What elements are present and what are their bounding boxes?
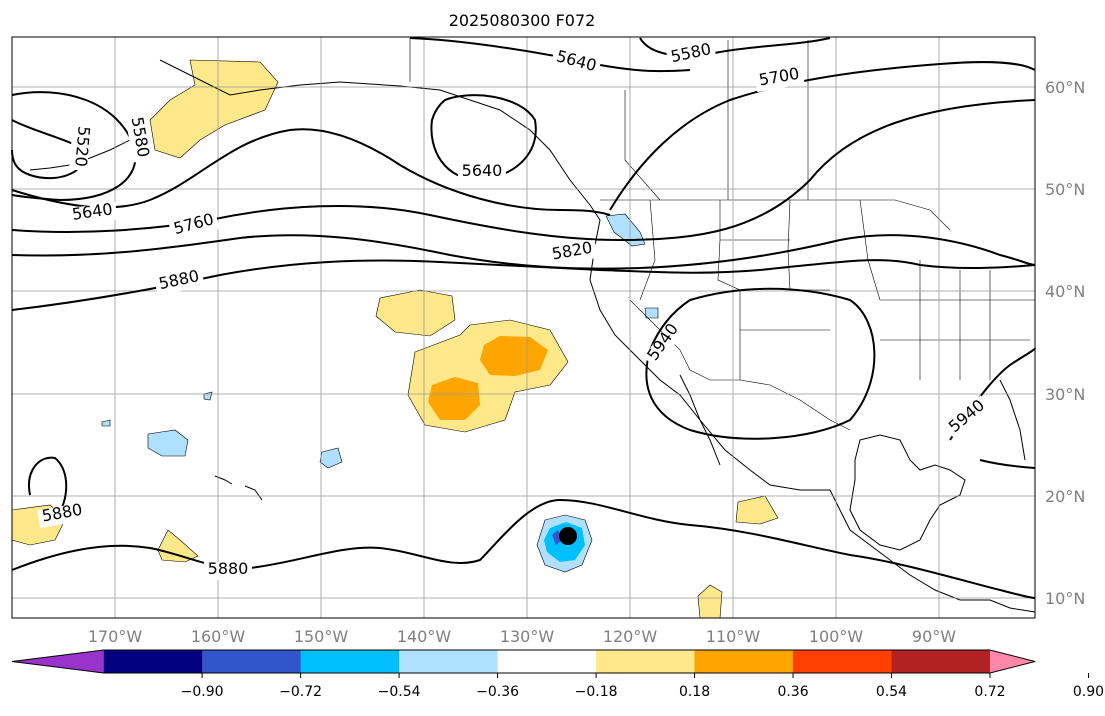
graticule — [12, 37, 1035, 618]
colorbar-ticks: −0.90 −0.72 −0.54 −0.36 −0.18 0.18 0.36 0.54 0.7… — [181, 673, 1104, 700]
colorbar-cell — [202, 650, 302, 673]
lon-label: 170°W — [88, 627, 143, 646]
colorbar-tick-label: −0.72 — [279, 684, 322, 700]
map-frame — [11, 36, 1036, 619]
lat-label: 10°N — [1045, 589, 1085, 608]
contour-5580-north — [639, 37, 831, 57]
contour-label: 5880 — [204, 559, 252, 580]
contour-5880-hawaii — [28, 456, 68, 521]
colorbar-tick-label: 0.36 — [777, 684, 808, 700]
anomaly-negative-small-2 — [101, 419, 111, 427]
colorbar-cell — [103, 650, 203, 673]
lon-label: 110°W — [706, 627, 761, 646]
colorbar-cell — [497, 650, 597, 673]
anomaly-fills — [11, 59, 779, 619]
map-title: 2025080300 F072 — [449, 11, 596, 30]
lon-label: 160°W — [191, 627, 246, 646]
colorbar-tick-label: 0.18 — [679, 684, 710, 700]
contour-5940-east-lower — [979, 459, 1036, 469]
svg-text:5520: 5520 — [71, 125, 93, 167]
anomaly-negative-west-1 — [147, 429, 189, 457]
contour-label: 5880 — [37, 500, 88, 529]
colorbar-cell — [596, 650, 696, 673]
anomaly-negative-west-2 — [319, 447, 343, 469]
contour-label: 5520 — [68, 121, 94, 171]
lat-label: 30°N — [1045, 385, 1085, 404]
anomaly-positive-south — [697, 584, 723, 619]
contour-label: 5580 — [124, 112, 153, 163]
contour-5700 — [609, 61, 1036, 211]
colorbar-cell — [694, 650, 794, 673]
lat-label: 60°N — [1045, 78, 1085, 97]
contour-5820 — [11, 234, 1036, 270]
svg-text:5880: 5880 — [208, 559, 249, 578]
contour-label: 5820 — [547, 238, 598, 267]
colorbar: −0.90 −0.72 −0.54 −0.36 −0.18 0.18 0.36 0.54 0.7… — [11, 649, 1104, 700]
colorbar-tick-label: −0.90 — [181, 684, 224, 700]
colorbar-tick-label: 0.54 — [876, 684, 907, 700]
colorbar-outline — [11, 649, 1036, 674]
colorbar-tick-label: 0.72 — [974, 684, 1005, 700]
anomaly-negative-pacific-nw — [605, 213, 646, 247]
latitude-labels: 60°N 50°N 40°N 30°N 20°N 10°N — [1045, 78, 1085, 608]
colorbar-tick-label: 0.90 — [1073, 684, 1104, 700]
colorbar-cell — [300, 650, 400, 673]
lat-label: 40°N — [1045, 282, 1085, 301]
anomaly-negative-california — [644, 307, 659, 319]
lat-label: 50°N — [1045, 180, 1085, 199]
colorbar-tick-label: −0.18 — [575, 684, 618, 700]
contour-5520 — [11, 119, 87, 180]
colorbar-tick-label: −0.36 — [476, 684, 519, 700]
cyclone-center-marker — [559, 527, 577, 545]
colorbar-extend-max — [990, 650, 1035, 673]
longitude-labels: 170°W 160°W 150°W 140°W 130°W 120°W 110°… — [88, 627, 956, 646]
lon-label: 90°W — [912, 627, 956, 646]
anomaly-strong-west — [428, 377, 480, 420]
colorbar-cell — [891, 650, 991, 673]
contour-5640-west — [11, 128, 611, 216]
anomaly-positive-mexico — [735, 495, 779, 525]
anomaly-positive-alaska — [149, 59, 279, 159]
lon-label: 150°W — [294, 627, 349, 646]
contour-label: 5640 — [458, 161, 506, 182]
lon-label: 130°W — [500, 627, 555, 646]
svg-text:5640: 5640 — [462, 161, 503, 180]
contour-5580-west — [11, 91, 137, 202]
colorbar-tick-label: −0.54 — [378, 684, 421, 700]
borders — [409, 38, 1035, 431]
lon-label: 140°W — [397, 627, 452, 646]
contour-label: 5640 — [67, 199, 118, 227]
colorbar-cell — [793, 650, 893, 673]
colorbar-cell — [399, 650, 499, 673]
colorbar-extend-min — [12, 650, 104, 673]
anomaly-strong-east — [480, 336, 548, 376]
colorbar-cells — [11, 649, 1036, 674]
contour-5880 — [11, 259, 1036, 311]
lat-label: 20°N — [1045, 487, 1085, 506]
contour-5880-south — [11, 498, 1036, 599]
lon-label: 120°W — [603, 627, 658, 646]
contour-labels: 5640 5580 5700 5580 5520 5640 5640 5760 … — [37, 39, 993, 580]
lon-label: 100°W — [809, 627, 864, 646]
